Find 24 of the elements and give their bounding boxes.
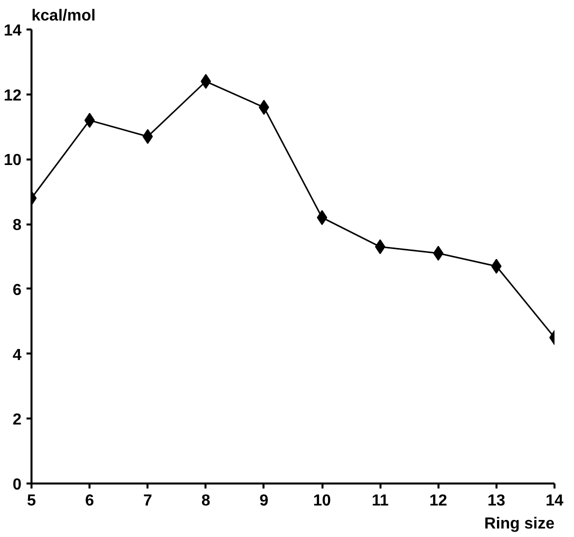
x-axis-title: Ring size xyxy=(484,516,555,532)
x-tick-label: 9 xyxy=(259,492,268,510)
y-tick-label: 2 xyxy=(12,412,22,429)
y-tick-label: 6 xyxy=(12,282,22,299)
y-tick-label: 10 xyxy=(4,152,22,170)
x-tick-label: 8 xyxy=(201,492,210,510)
x-tick-label: 14 xyxy=(546,492,564,510)
x-tick-label: 10 xyxy=(313,492,332,510)
point xyxy=(258,100,270,115)
point xyxy=(316,210,328,226)
x-tick-label: 5 xyxy=(27,492,36,510)
y-tick-label: 12 xyxy=(4,87,22,104)
x-tick-label: 13 xyxy=(487,492,506,510)
x-tick-label: 7 xyxy=(143,492,152,510)
y-tick-label: 0 xyxy=(12,476,22,494)
y-tick-label: 14 xyxy=(4,22,22,40)
x-tick-label: 11 xyxy=(372,492,389,510)
point xyxy=(84,112,95,128)
x-tick-label: 6 xyxy=(85,492,94,510)
y-tick-label: 4 xyxy=(12,346,22,364)
point xyxy=(491,258,502,274)
y-axis-title: kcal/mol xyxy=(32,8,96,24)
x-tick-label: 12 xyxy=(429,492,448,510)
y-tick-label: 8 xyxy=(12,217,22,234)
